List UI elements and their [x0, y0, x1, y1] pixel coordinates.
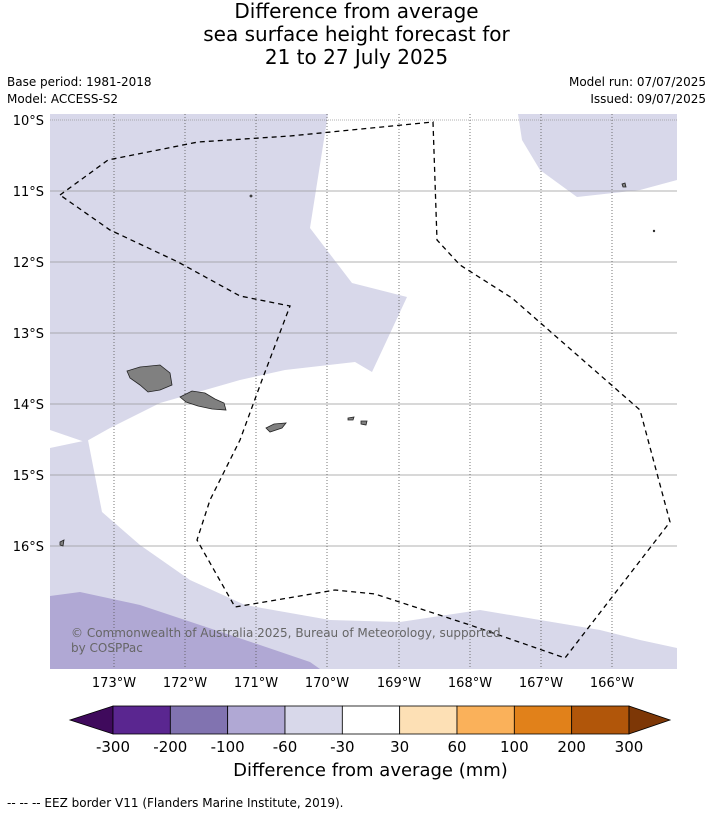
graticule — [50, 114, 677, 669]
lon-label-168w: 168°W — [448, 676, 492, 691]
title-line-1: Difference from average — [234, 0, 479, 23]
colorbar-segment-3 — [284, 705, 343, 735]
colorbar-segment-4 — [341, 705, 401, 735]
colorbar-tick-label: 30 — [390, 738, 409, 756]
colorbar-tick-label: -30 — [330, 738, 355, 756]
credit-text: © Commonwealth of Australia 2025, Bureau… — [71, 626, 501, 655]
title-line-2: sea surface height forecast for — [203, 22, 510, 46]
lat-label-16s: 16°S — [13, 540, 44, 555]
lon-label-173w: 173°W — [92, 676, 136, 691]
island-tau — [360, 420, 368, 426]
eez-border — [58, 121, 671, 659]
colorbar-segment-0 — [112, 705, 171, 735]
colorbar-extend-high — [628, 705, 672, 735]
issued-date: Issued: 09/07/2025 — [590, 92, 706, 106]
colorbar-tick-label: -100 — [211, 738, 245, 756]
colorbar-tick-label: 200 — [557, 738, 586, 756]
lon-label-169w: 169°W — [377, 676, 421, 691]
colorbar-segment-1 — [169, 705, 229, 735]
anomaly-region-minus30-south — [50, 440, 677, 669]
colorbar-tick-label: -60 — [273, 738, 298, 756]
lon-label-172w: 172°W — [163, 676, 207, 691]
base-period: Base period: 1981-2018 — [7, 75, 152, 89]
lat-label-13s: 13°S — [13, 327, 44, 342]
islands — [59, 182, 656, 547]
lon-label-167w: 167°W — [519, 676, 563, 691]
latitude-labels: 10°S 11°S 12°S 13°S 14°S 15°S 16°S — [13, 114, 44, 555]
lat-label-10s: 10°S — [13, 114, 44, 129]
colorbar-segment-6 — [456, 705, 515, 735]
title-line-3: 21 to 27 July 2025 — [264, 45, 449, 69]
island-dot — [249, 194, 253, 198]
lon-label-171w: 171°W — [234, 676, 278, 691]
colorbar-tick-label: -300 — [96, 738, 130, 756]
island-ofu — [347, 416, 355, 421]
colorbar-title: Difference from average (mm) — [233, 760, 508, 781]
anomaly-region-minus30-northeast — [518, 114, 677, 197]
meta-right: Model run: 07/07/2025 Issued: 09/07/2025 — [569, 74, 706, 108]
island-tutuila — [265, 422, 287, 433]
colorbar-extend-low — [68, 705, 114, 735]
eez-footnote: -- -- -- EEZ border V11 (Flanders Marine… — [7, 796, 344, 810]
lat-label-15s: 15°S — [13, 469, 44, 484]
colorbar-segment-2 — [227, 705, 286, 735]
island-upolu — [179, 390, 227, 411]
meta-left: Base period: 1981-2018 Model: ACCESS-S2 — [7, 74, 152, 108]
lon-label-170w: 170°W — [305, 676, 349, 691]
map-panel — [50, 114, 677, 669]
colorbar-segment-5 — [399, 705, 458, 735]
colorbar: -300 -200 -100 -60 -30 30 60 100 200 300 — [68, 705, 672, 756]
lat-label-12s: 12°S — [13, 256, 44, 271]
island-dot-east — [652, 229, 656, 233]
anomaly-region-minus30-west — [50, 114, 407, 442]
colorbar-tick-label: 100 — [500, 738, 529, 756]
colorbar-tick-label: 60 — [447, 738, 466, 756]
lat-label-11s: 11°S — [13, 185, 44, 200]
model-run: Model run: 07/07/2025 — [568, 75, 706, 89]
colorbar-tick-label: -200 — [153, 738, 187, 756]
colorbar-segment-7 — [513, 705, 573, 735]
map-title: Difference from average sea surface heig… — [0, 0, 713, 69]
island-swains-b — [59, 539, 65, 547]
lat-label-14s: 14°S — [13, 398, 44, 413]
island-savaii — [126, 364, 173, 393]
longitude-labels: 173°W 172°W 171°W 170°W 169°W 168°W 167°… — [92, 676, 634, 691]
colorbar-segment-8 — [571, 705, 630, 735]
lon-label-166w: 166°W — [590, 676, 634, 691]
model-name: Model: ACCESS-S2 — [7, 92, 119, 106]
island-swains-a — [621, 182, 627, 188]
colorbar-tick-label: 300 — [615, 738, 644, 756]
